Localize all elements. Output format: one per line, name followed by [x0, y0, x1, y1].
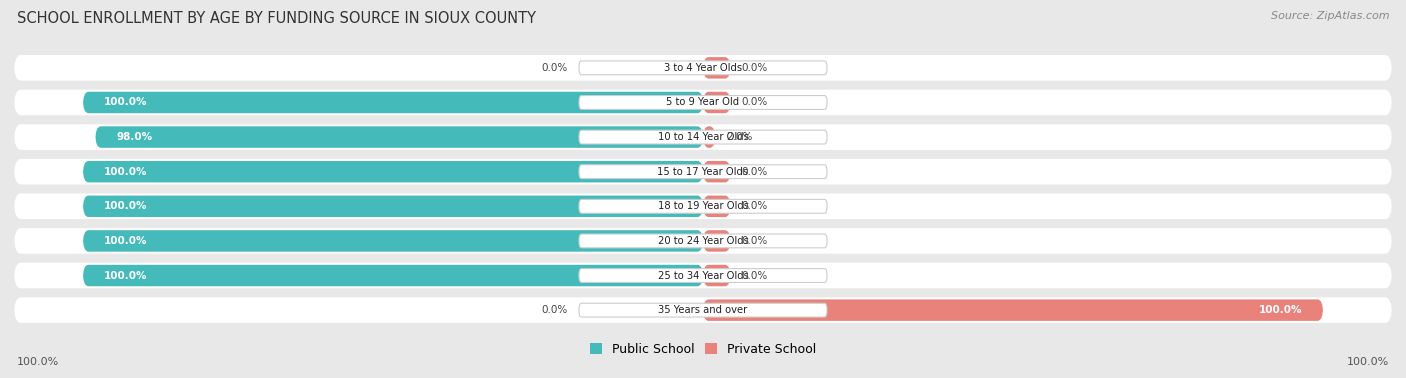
- Text: 2.0%: 2.0%: [727, 132, 752, 142]
- Text: 0.0%: 0.0%: [741, 271, 768, 280]
- Text: SCHOOL ENROLLMENT BY AGE BY FUNDING SOURCE IN SIOUX COUNTY: SCHOOL ENROLLMENT BY AGE BY FUNDING SOUR…: [17, 11, 536, 26]
- FancyBboxPatch shape: [83, 161, 703, 183]
- FancyBboxPatch shape: [703, 92, 731, 113]
- Text: 100.0%: 100.0%: [104, 167, 148, 177]
- FancyBboxPatch shape: [579, 199, 827, 213]
- Text: Source: ZipAtlas.com: Source: ZipAtlas.com: [1271, 11, 1389, 21]
- Text: 15 to 17 Year Olds: 15 to 17 Year Olds: [658, 167, 748, 177]
- Text: 100.0%: 100.0%: [104, 271, 148, 280]
- FancyBboxPatch shape: [579, 303, 827, 317]
- FancyBboxPatch shape: [703, 265, 731, 286]
- Text: 0.0%: 0.0%: [541, 305, 568, 315]
- Text: 0.0%: 0.0%: [741, 98, 768, 107]
- Text: 98.0%: 98.0%: [117, 132, 152, 142]
- FancyBboxPatch shape: [14, 297, 1392, 323]
- Text: 35 Years and over: 35 Years and over: [658, 305, 748, 315]
- Text: 100.0%: 100.0%: [1347, 357, 1389, 367]
- FancyBboxPatch shape: [579, 269, 827, 282]
- Text: 100.0%: 100.0%: [1258, 305, 1302, 315]
- FancyBboxPatch shape: [83, 230, 703, 252]
- Text: 25 to 34 Year Olds: 25 to 34 Year Olds: [658, 271, 748, 280]
- Text: 5 to 9 Year Old: 5 to 9 Year Old: [666, 98, 740, 107]
- FancyBboxPatch shape: [703, 195, 731, 217]
- FancyBboxPatch shape: [83, 265, 703, 286]
- FancyBboxPatch shape: [83, 92, 703, 113]
- Text: 10 to 14 Year Olds: 10 to 14 Year Olds: [658, 132, 748, 142]
- FancyBboxPatch shape: [14, 194, 1392, 219]
- Legend: Public School, Private School: Public School, Private School: [585, 338, 821, 361]
- Text: 0.0%: 0.0%: [741, 167, 768, 177]
- Text: 0.0%: 0.0%: [741, 236, 768, 246]
- Text: 100.0%: 100.0%: [104, 98, 148, 107]
- FancyBboxPatch shape: [14, 124, 1392, 150]
- Text: 20 to 24 Year Olds: 20 to 24 Year Olds: [658, 236, 748, 246]
- FancyBboxPatch shape: [579, 96, 827, 109]
- FancyBboxPatch shape: [14, 263, 1392, 288]
- FancyBboxPatch shape: [579, 130, 827, 144]
- Text: 0.0%: 0.0%: [741, 201, 768, 211]
- Text: 100.0%: 100.0%: [104, 236, 148, 246]
- FancyBboxPatch shape: [14, 90, 1392, 115]
- FancyBboxPatch shape: [703, 161, 731, 183]
- Text: 100.0%: 100.0%: [17, 357, 59, 367]
- FancyBboxPatch shape: [14, 55, 1392, 81]
- FancyBboxPatch shape: [579, 165, 827, 179]
- Text: 0.0%: 0.0%: [541, 63, 568, 73]
- Text: 100.0%: 100.0%: [104, 201, 148, 211]
- FancyBboxPatch shape: [83, 195, 703, 217]
- FancyBboxPatch shape: [14, 159, 1392, 184]
- FancyBboxPatch shape: [703, 299, 1323, 321]
- Text: 18 to 19 Year Olds: 18 to 19 Year Olds: [658, 201, 748, 211]
- Text: 3 to 4 Year Olds: 3 to 4 Year Olds: [664, 63, 742, 73]
- FancyBboxPatch shape: [703, 230, 731, 252]
- FancyBboxPatch shape: [579, 234, 827, 248]
- FancyBboxPatch shape: [703, 57, 731, 79]
- FancyBboxPatch shape: [579, 61, 827, 75]
- Text: 0.0%: 0.0%: [741, 63, 768, 73]
- FancyBboxPatch shape: [14, 228, 1392, 254]
- FancyBboxPatch shape: [96, 126, 703, 148]
- FancyBboxPatch shape: [703, 126, 716, 148]
